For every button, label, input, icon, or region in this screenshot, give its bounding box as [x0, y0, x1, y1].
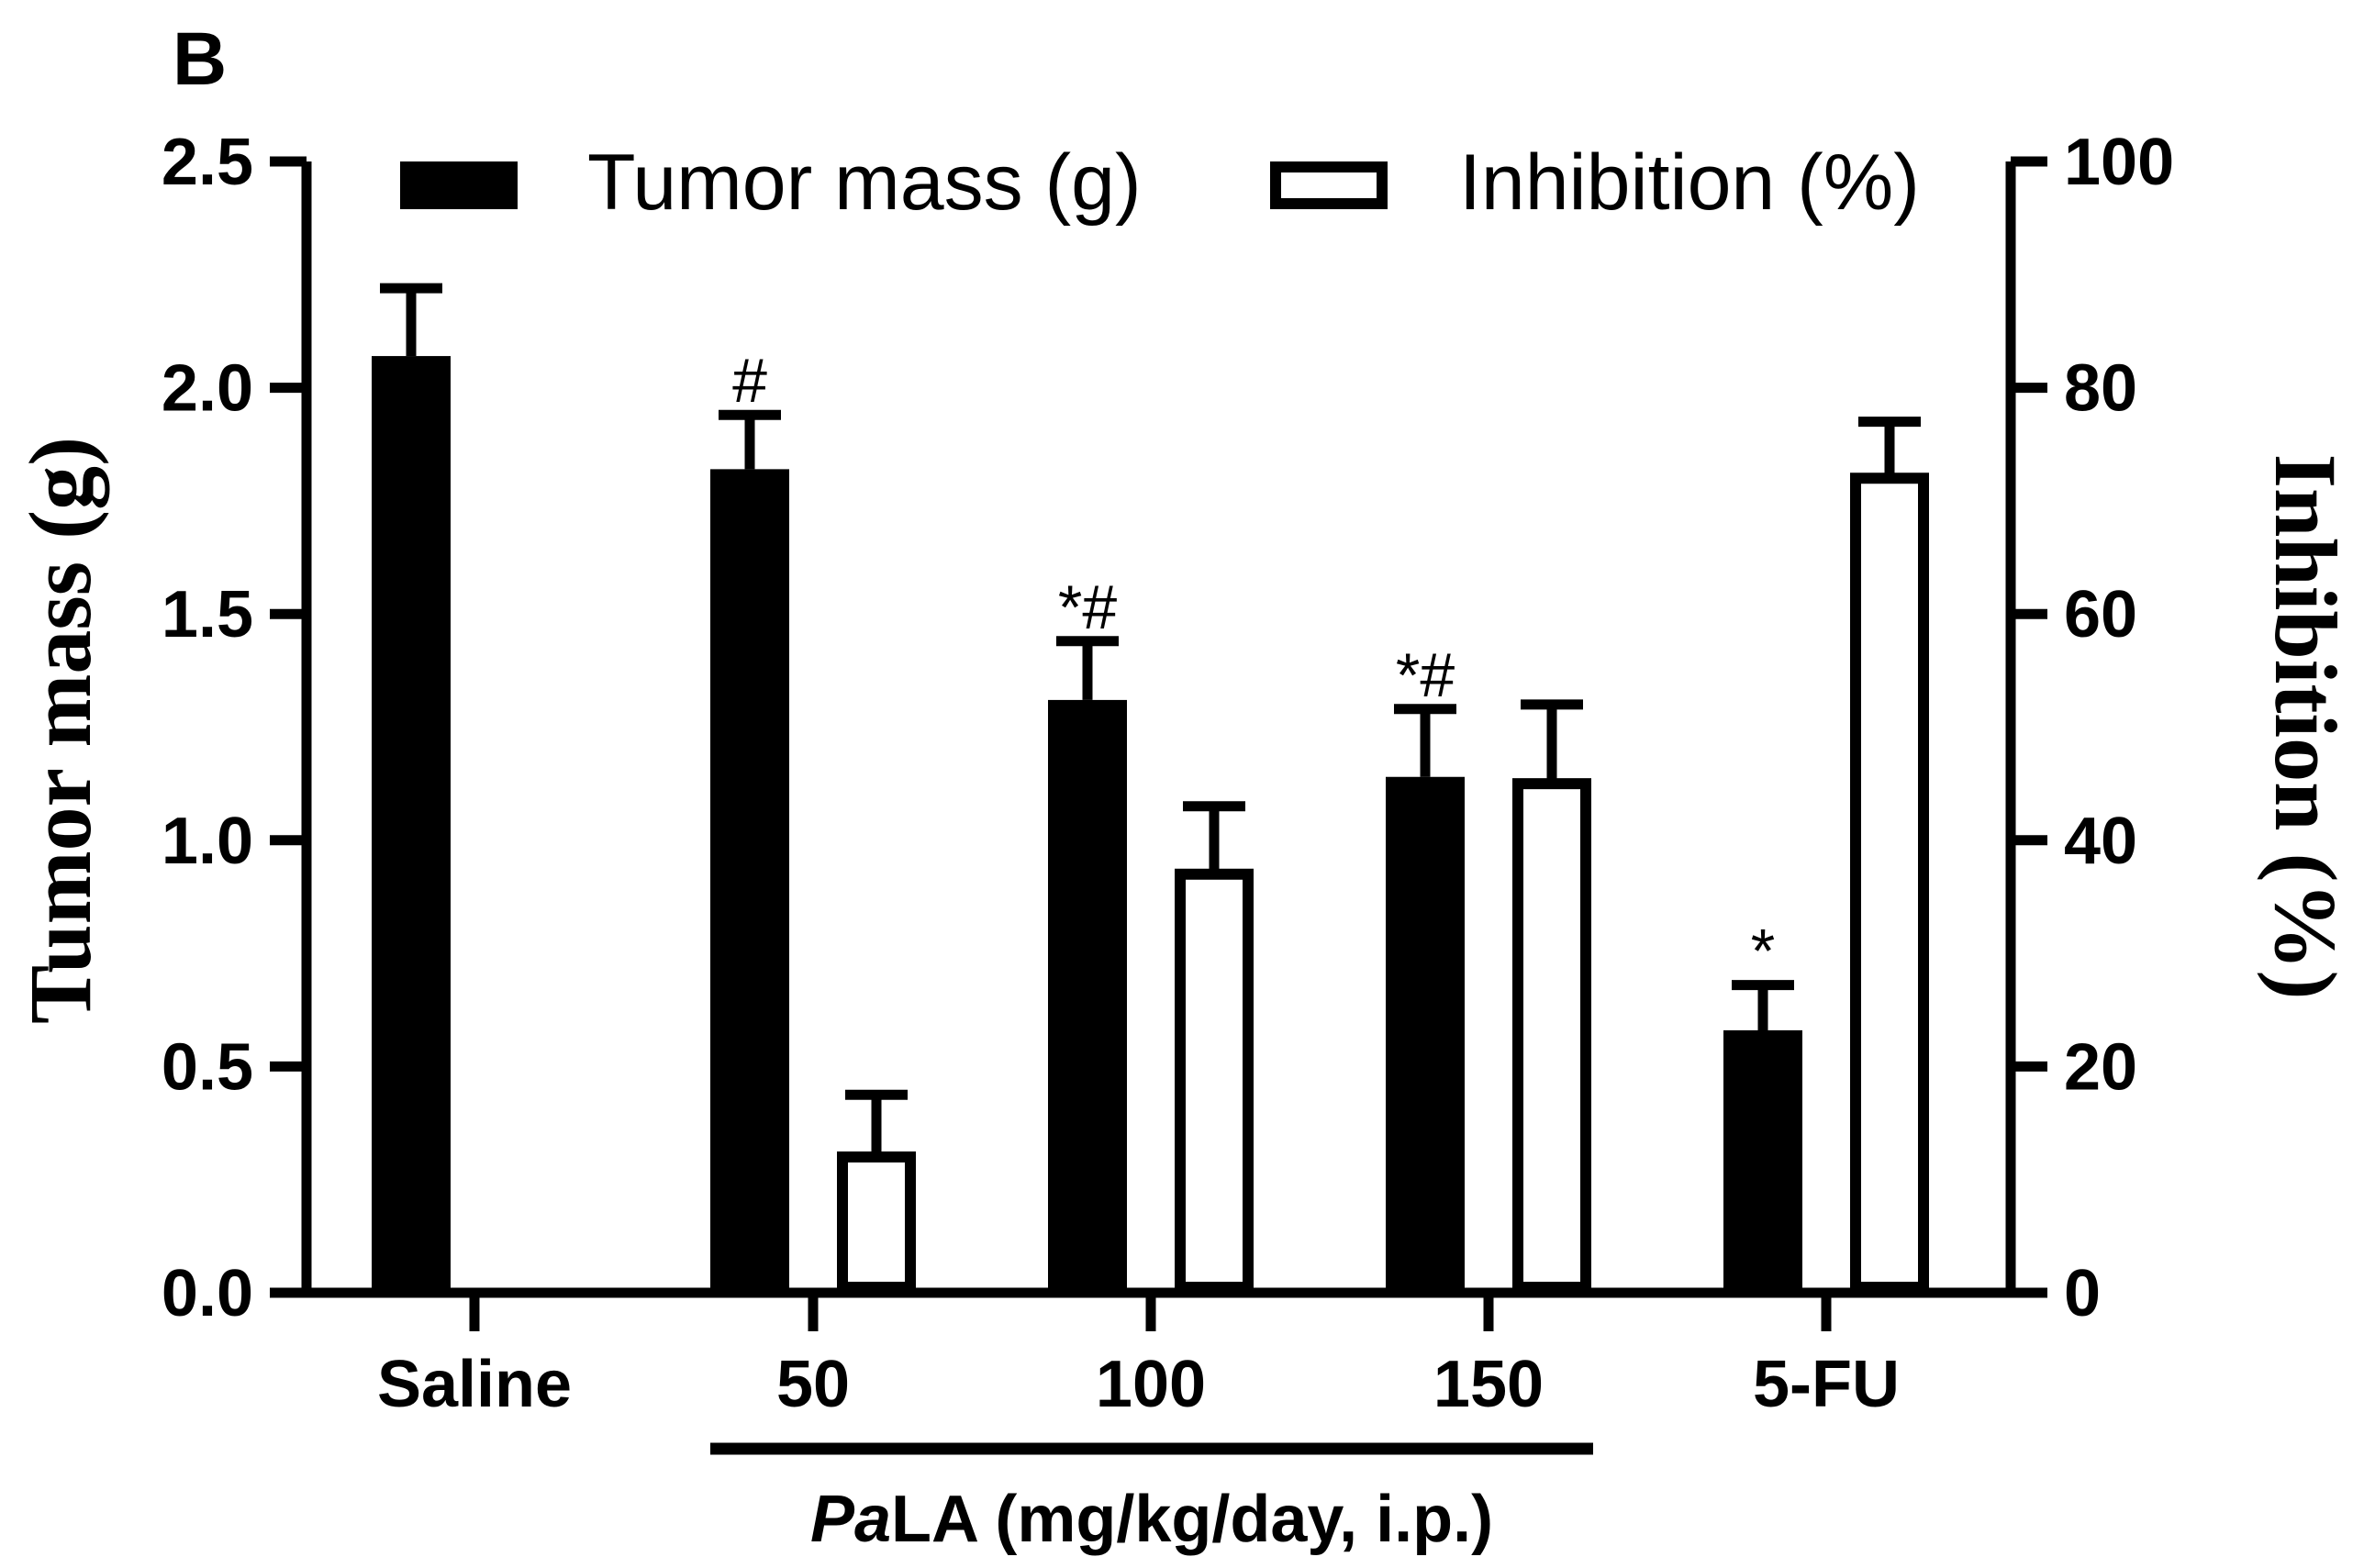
inhibition-bar: [837, 1151, 916, 1294]
significance-label: #: [732, 346, 767, 416]
left-axis-title: Tumor mass (g): [11, 437, 109, 1024]
panel-label: B: [173, 17, 227, 101]
x-axis-ticks: Saline 50 100 150 5-FU: [377, 1293, 1900, 1421]
legend-swatch-inhibition: [1270, 161, 1388, 209]
x-tick-label: 100: [1096, 1348, 1206, 1421]
right-tick-label: 100: [2064, 126, 2174, 199]
tumor-mass-bar: [372, 356, 451, 1293]
right-axis-title: Inhibition (%): [2257, 454, 2355, 1000]
bars: # *# *# *: [372, 283, 1929, 1294]
significance-label: *#: [1058, 573, 1117, 642]
significance-label: *: [1751, 917, 1775, 986]
right-axis-ticks: 0 20 40 60 80 100: [2011, 126, 2174, 1330]
legend: Tumor mass (g) Inhibition (%): [400, 139, 1920, 227]
legend-swatch-tumor-mass: [400, 161, 518, 209]
right-tick-label: 40: [2064, 805, 2137, 878]
inhibition-bar: [1512, 778, 1591, 1293]
left-tick-label: 1.5: [162, 578, 253, 651]
right-tick-label: 80: [2064, 352, 2137, 426]
tumor-mass-bar: [1723, 1029, 1802, 1293]
right-tick-label: 20: [2064, 1030, 2137, 1104]
significance-label: *#: [1396, 640, 1455, 710]
dose-group-label-rest: LA (mg/kg/day, i.p.): [891, 1483, 1493, 1556]
left-axis-ticks: 0.0 0.5 1.0 1.5 2.0 2.5: [162, 126, 307, 1330]
x-tick-label: 5-FU: [1753, 1348, 1900, 1421]
dose-group-label-italic: Pa: [810, 1483, 891, 1556]
inhibition-bar: [1175, 868, 1254, 1293]
right-tick-label: 0: [2064, 1257, 2101, 1330]
x-tick-label: 50: [776, 1348, 850, 1421]
left-tick-label: 0.0: [162, 1257, 253, 1330]
legend-label-tumor-mass: Tumor mass (g): [587, 139, 1142, 227]
tumor-mass-bar: [710, 469, 789, 1294]
x-tick-label: Saline: [377, 1348, 572, 1421]
inhibition-bar: [1850, 473, 1929, 1293]
legend-label-inhibition: Inhibition (%): [1459, 139, 1920, 227]
left-tick-label: 1.0: [162, 805, 253, 878]
tumor-mass-bar: [1386, 776, 1465, 1293]
left-tick-label: 2.0: [162, 352, 253, 426]
left-tick-label: 0.5: [162, 1030, 253, 1104]
left-tick-label: 2.5: [162, 126, 253, 199]
x-tick-label: 150: [1433, 1348, 1544, 1421]
tumor-mass-bar: [1048, 699, 1127, 1293]
right-tick-label: 60: [2064, 578, 2137, 651]
dose-group-label: PaLA (mg/kg/day, i.p.): [810, 1483, 1493, 1556]
